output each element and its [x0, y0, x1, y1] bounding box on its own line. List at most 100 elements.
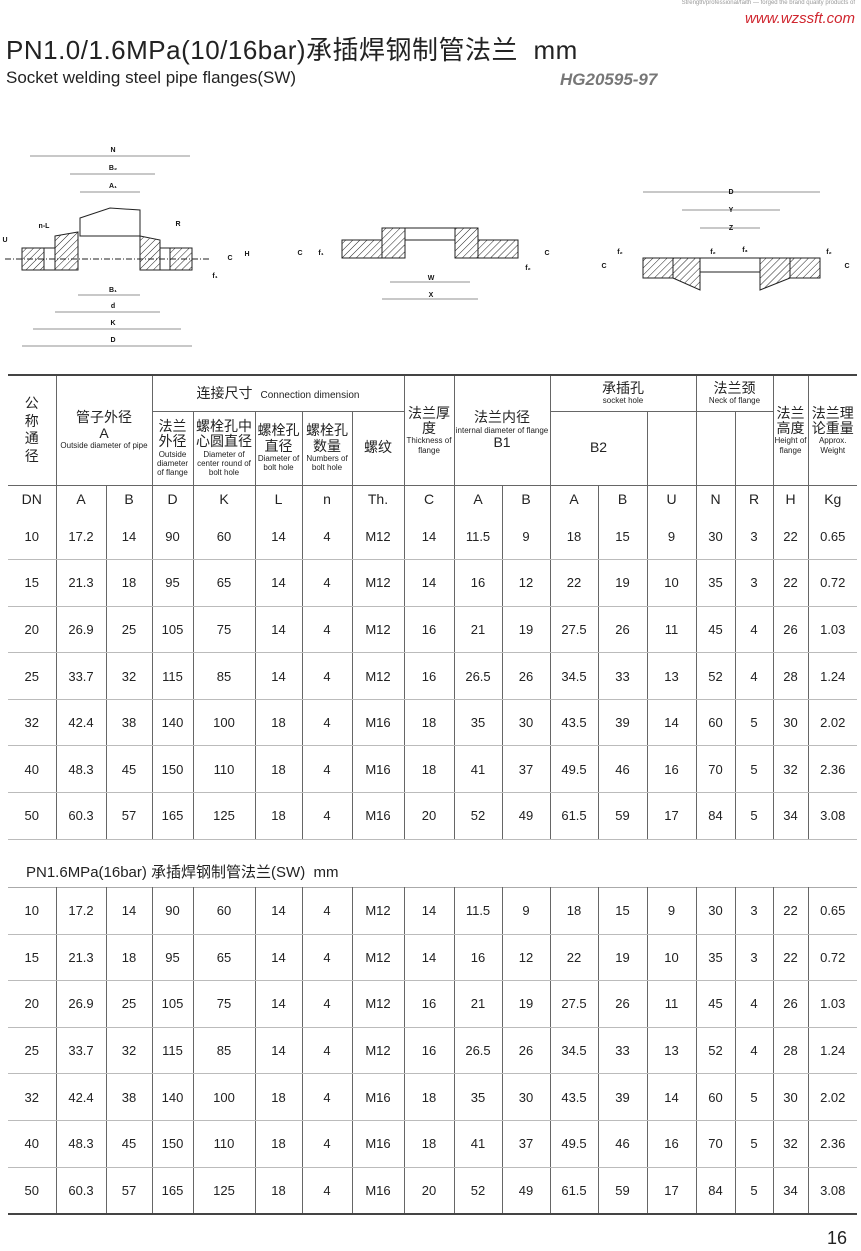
table-cell: M16: [351, 1073, 405, 1121]
dimension-label: K: [110, 320, 115, 327]
table-cell: 0.72: [807, 934, 857, 982]
header-symbol: A: [99, 424, 109, 441]
header-cell: 承插孔 socket hole: [549, 375, 697, 411]
table-cell: M12: [351, 980, 405, 1028]
table-cell: 9: [646, 887, 697, 935]
table-cell: 45: [105, 745, 153, 794]
figure-2: [341, 227, 519, 300]
table-cell: 3: [734, 887, 774, 935]
table-row: 25 33.7 32 115 85 14 4 M12 16 26.5 26 34.5 33 13 52 4 28…: [8, 1027, 857, 1075]
table-row: 40 48.3 45 150 110 18 4 M16 18 41 37 49.5 46 16 70 5 32 2…: [8, 1120, 857, 1168]
dimension-label: A₁: [109, 183, 117, 190]
table-cell: 14: [254, 652, 303, 700]
table-cell: 14: [254, 934, 303, 982]
table-cell: 30: [501, 699, 551, 747]
table-cell: 45: [695, 606, 736, 654]
dimension-label: C: [227, 255, 232, 262]
header-zh: 螺栓孔直径: [257, 422, 300, 454]
header-symbol: B2: [589, 439, 608, 456]
table-cell: 16: [403, 980, 455, 1028]
table-row: 10 17.2 14 90 60 14 4 M12 14 11.5 9 18 15 9 30 3 22 0.65: [8, 513, 857, 561]
table-cell: 18: [254, 1167, 303, 1215]
table-cell: 22: [772, 513, 809, 561]
header-zh: 承插孔: [602, 379, 644, 396]
table-cell: 4: [734, 606, 774, 654]
unit-cell: L: [254, 484, 303, 514]
table-cell: 30: [695, 513, 736, 561]
table-cell: 37: [501, 1120, 551, 1168]
table-cell: 30: [695, 887, 736, 935]
table-cell: 46: [597, 745, 648, 794]
table-cell: 34.5: [549, 652, 599, 700]
table-cell: M16: [351, 1120, 405, 1168]
table-cell: 18: [105, 559, 153, 607]
table-cell: 52: [453, 792, 503, 840]
dimension-label: Z: [729, 225, 734, 232]
unit-cell: n: [301, 484, 353, 514]
unit-cell: C: [403, 484, 455, 514]
table-cell: 65: [192, 934, 256, 982]
figure-1: [5, 155, 210, 347]
title: PN1.0/1.6MPa(10/16bar)承插焊钢制管法兰 mm: [6, 35, 578, 65]
table-cell: 0.72: [807, 559, 857, 607]
table-cell: 0.65: [807, 513, 857, 561]
table-cell: M16: [351, 1167, 405, 1215]
unit-cell: D: [151, 484, 194, 514]
table-cell: 42.4: [55, 1073, 107, 1121]
table-cell: 15: [597, 513, 648, 561]
data-table: 10 17.2 14 90 60 14 4 M12 14 11.5 9 18 15 9 30 3 22 0.65 1…: [8, 887, 857, 1216]
table-cell: 32: [105, 652, 153, 700]
header-en: Outside diameter of pipe: [60, 441, 148, 451]
header-cell: 法兰外径 Outside diameter of flange: [152, 410, 194, 485]
table-cell: 70: [695, 745, 736, 794]
table-cell: M12: [351, 513, 405, 561]
table-cell: 41: [453, 745, 503, 794]
header-cell: 法兰颈 Neck of flange: [695, 375, 774, 411]
table-cell: 95: [151, 934, 194, 982]
dimension-label: C: [297, 250, 302, 257]
table-cell: 14: [646, 699, 697, 747]
header-zh: 法兰理论重量: [811, 404, 854, 437]
table-cell: 18: [254, 1073, 303, 1121]
header-en: Diameter of center round of bolt hole: [197, 449, 251, 477]
table-cell: 26: [772, 606, 809, 654]
table-cell: 2.36: [807, 745, 857, 794]
table-cell: 21.3: [55, 559, 107, 607]
table-cell: 140: [151, 1073, 194, 1121]
table-cell: 21.3: [55, 934, 107, 982]
table-cell: 30: [772, 699, 809, 747]
table-row: 32 42.4 38 140 100 18 4 M16 18 35 30 43.5 39 14 60 5 30 2…: [8, 1073, 857, 1121]
table-cell: 1.24: [807, 1027, 857, 1075]
table-cell: 0.65: [807, 887, 857, 935]
table-cell: 9: [501, 513, 551, 561]
tagline: Strength/professional/faith — forged the…: [681, 0, 855, 6]
table-cell: 105: [151, 606, 194, 654]
unit-cell: K: [192, 484, 256, 514]
unit-cell: A: [549, 484, 599, 514]
table-cell: 13: [646, 1027, 697, 1075]
header-row: 公称通径 管子外径 A Outside diameter of pipe 连接尺寸 Con…: [8, 375, 857, 485]
table-cell: 5: [734, 1167, 774, 1215]
table-cell: 50: [8, 1167, 57, 1215]
table-row: 20 26.9 25 105 75 14 4 M12 16 21 19 27.5 26 11 45 4 26 1.…: [8, 606, 857, 654]
table-cell: 16: [453, 559, 503, 607]
table-cell: 32: [772, 745, 809, 794]
unit-cell: U: [646, 484, 697, 514]
table-cell: 5: [734, 699, 774, 747]
table-row: 20 26.9 25 105 75 14 4 M12 16 21 19 27.5 26 11 45 4 26 1.…: [8, 980, 857, 1028]
table-cell: 1.03: [807, 606, 857, 654]
data-table: 公称通径 管子外径 A Outside diameter of pipe 连接尺寸 Con…: [8, 374, 857, 840]
dimension-label: B₁: [109, 287, 117, 294]
table-cell: 11: [646, 980, 697, 1028]
table-cell: 18: [403, 1073, 455, 1121]
table-cell: 17: [646, 1167, 697, 1215]
table-cell: 3: [734, 934, 774, 982]
table-cell: 22: [549, 559, 599, 607]
table-cell: 22: [772, 934, 809, 982]
unit-cell: B: [105, 484, 153, 514]
table-cell: 43.5: [549, 1073, 599, 1121]
table-cell: 115: [151, 652, 194, 700]
dimension-label: H: [244, 251, 249, 258]
table-cell: 34: [772, 1167, 809, 1215]
